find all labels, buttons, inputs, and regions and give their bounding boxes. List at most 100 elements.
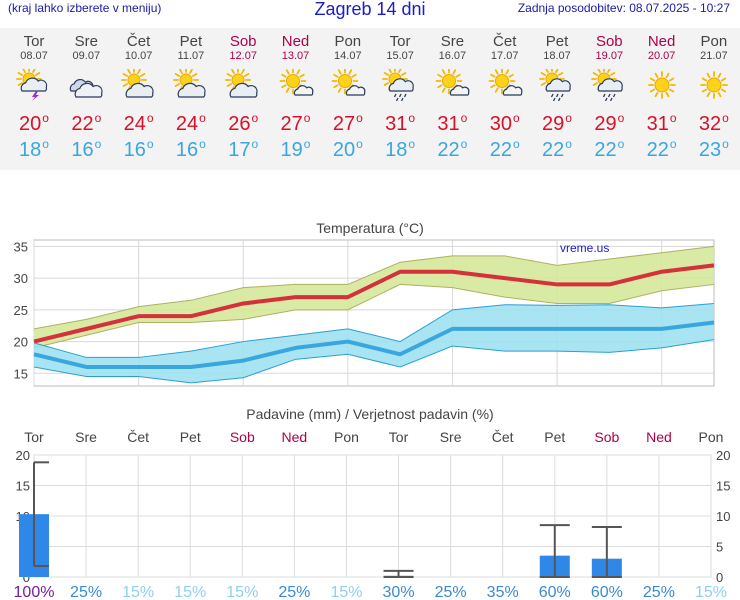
y-tick-label: 15 bbox=[16, 479, 30, 494]
mostly-sunny-icon bbox=[270, 67, 322, 101]
degree-sign: o bbox=[356, 111, 363, 125]
min-temp: 17o bbox=[217, 137, 269, 165]
min-temp-value: 17 bbox=[228, 139, 251, 161]
precipitation-range bbox=[539, 524, 570, 578]
degree-sign: o bbox=[408, 137, 416, 151]
min-temp: 22o bbox=[583, 137, 635, 165]
day-date: 14.07 bbox=[334, 50, 362, 62]
degree-sign: o bbox=[199, 137, 206, 151]
day-column: Pon 21.07 32o 23o bbox=[688, 28, 740, 165]
precipitation-range bbox=[591, 525, 622, 578]
temperature-chart-title: Temperatura (°C) bbox=[316, 220, 424, 236]
x-category-label: Ned bbox=[282, 429, 308, 445]
day-name: Čet bbox=[126, 33, 151, 50]
sun-cloud-rain-icon bbox=[374, 66, 426, 102]
day-name: Pon bbox=[334, 33, 362, 50]
degree-sign: o bbox=[356, 137, 363, 151]
location-menu-hint[interactable]: (kraj lahko izberete v meniju) bbox=[8, 1, 162, 15]
x-category-label: Pon bbox=[334, 429, 359, 445]
min-temp-line bbox=[33, 320, 715, 369]
degree-sign: o bbox=[42, 111, 49, 125]
degree-sign: o bbox=[42, 137, 49, 151]
min-temp: 19o bbox=[270, 137, 322, 165]
min-temp-value: 16 bbox=[123, 139, 146, 161]
day-name: Sre bbox=[440, 33, 465, 50]
day-name: Ned bbox=[647, 33, 676, 50]
degree-sign: o bbox=[512, 111, 520, 125]
degree-sign: o bbox=[617, 111, 625, 125]
temperature-chart: Temperatura (°C) 15 20 25 30 35 vreme.us bbox=[14, 220, 715, 387]
degree-sign: o bbox=[722, 111, 729, 125]
day-date: 15.07 bbox=[386, 50, 414, 62]
max-temp: 24o bbox=[113, 111, 165, 139]
day-name: Pet bbox=[545, 33, 569, 50]
partly-cloudy-icon bbox=[217, 67, 269, 101]
min-temp: 22o bbox=[479, 137, 531, 165]
precipitation-probability: 15% bbox=[226, 584, 258, 600]
min-temp: 23o bbox=[688, 137, 740, 165]
min-temp: 22o bbox=[531, 137, 583, 165]
precipitation-probability: 25% bbox=[643, 584, 675, 600]
degree-sign: o bbox=[722, 137, 729, 151]
degree-sign: o bbox=[303, 111, 311, 125]
y-tick-label-right: 0 bbox=[716, 570, 723, 585]
mostly-sunny-icon bbox=[426, 67, 478, 101]
degree-sign: o bbox=[94, 111, 102, 125]
max-temp: 27o bbox=[270, 111, 322, 139]
degree-sign: o bbox=[94, 137, 102, 151]
day-column: Sob 12.07 26o 17o bbox=[217, 28, 269, 165]
precipitation-probability: 15% bbox=[695, 584, 727, 600]
band-upper-edge bbox=[33, 245, 715, 330]
precipitation-probability: 30% bbox=[383, 584, 415, 600]
degree-sign: o bbox=[146, 137, 154, 151]
precipitation-probability: 35% bbox=[487, 584, 519, 600]
min-temp-value: 22 bbox=[437, 139, 460, 161]
precipitation-probability: 25% bbox=[278, 584, 310, 600]
day-date: 20.07 bbox=[647, 50, 676, 62]
watermark: vreme.us bbox=[560, 241, 609, 255]
x-category-label: Ned bbox=[646, 429, 672, 445]
max-temp: 29o bbox=[583, 111, 635, 139]
min-temp: 16o bbox=[165, 137, 217, 165]
day-column: Sre 16.07 31o 22o bbox=[426, 28, 478, 165]
max-temp-value: 22 bbox=[71, 113, 94, 135]
precipitation-probability: 100% bbox=[14, 584, 55, 600]
min-temp-value: 16 bbox=[175, 139, 199, 161]
y-tick-label-right: 10 bbox=[716, 509, 730, 524]
min-temp: 22o bbox=[636, 137, 688, 165]
y-tick-label: 20 bbox=[14, 335, 28, 350]
day-name: Tor bbox=[23, 33, 45, 50]
min-temp-value: 22 bbox=[489, 139, 512, 161]
precipitation-probability: 25% bbox=[435, 584, 467, 600]
degree-sign: o bbox=[565, 111, 572, 125]
precipitation-probability: 60% bbox=[591, 584, 623, 600]
min-temp-value: 22 bbox=[594, 139, 617, 161]
day-name: Tor bbox=[389, 33, 411, 50]
y-tick-label: 30 bbox=[14, 271, 28, 286]
degree-sign: o bbox=[669, 111, 677, 125]
min-temp: 18o bbox=[8, 137, 60, 165]
day-column: Čet 17.07 30o 22o bbox=[479, 28, 531, 165]
precipitation-probability: 15% bbox=[330, 584, 362, 600]
min-temp-value: 18 bbox=[19, 139, 42, 161]
partly-cloudy-icon bbox=[113, 67, 165, 101]
max-temp: 32o bbox=[688, 111, 740, 139]
max-temp-value: 24 bbox=[175, 113, 199, 135]
y-tick-label-right: 5 bbox=[716, 540, 723, 555]
y-tick-label: 20 bbox=[16, 448, 30, 463]
day-date: 09.07 bbox=[72, 50, 101, 62]
min-temp: 22o bbox=[426, 137, 478, 165]
degree-sign: o bbox=[617, 137, 625, 151]
sunny-icon bbox=[688, 69, 740, 101]
day-date: 17.07 bbox=[490, 50, 519, 62]
precipitation-probability: 60% bbox=[539, 584, 571, 600]
max-temp-value: 26 bbox=[228, 113, 251, 135]
degree-sign: o bbox=[460, 111, 468, 125]
day-column: Tor 08.07 20o 18o bbox=[8, 28, 60, 165]
day-column: Ned 20.07 31o 22o bbox=[636, 28, 688, 165]
y-tick-label: 0 bbox=[23, 570, 30, 585]
sunny-icon bbox=[636, 69, 688, 101]
day-column: Pet 11.07 24o 16o bbox=[165, 28, 217, 165]
day-column: Sre 09.07 22o 16o bbox=[60, 28, 112, 165]
day-column: Ned 13.07 27o 19o bbox=[270, 28, 322, 165]
